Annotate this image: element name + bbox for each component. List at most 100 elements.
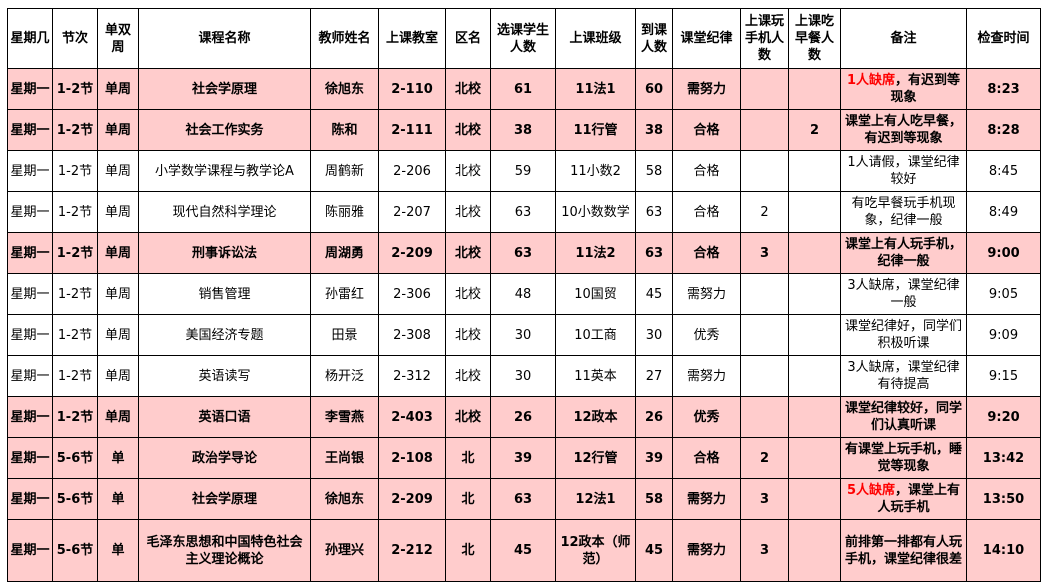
cell-present: 58: [635, 478, 673, 520]
cell-class: 10工商: [555, 314, 636, 356]
cell-enrolled: 61: [490, 68, 556, 110]
cell-breakfast: [788, 396, 841, 438]
cell-enrolled: 59: [490, 150, 556, 192]
cell-room: 2-212: [378, 519, 446, 582]
cell-class: 11行管: [555, 109, 636, 151]
cell-course: 小学数学课程与教学论A: [138, 150, 311, 192]
cell-teacher: 周鹤新: [310, 150, 379, 192]
cell-present: 63: [635, 232, 673, 274]
cell-day: 星期一: [7, 191, 53, 233]
cell-time: 13:50: [966, 478, 1041, 520]
table-row: 星期一 1-2节 单周 现代自然科学理论 陈丽雅 2-207 北校 63 10小数数学 63 合格 2…: [7, 191, 1041, 233]
table-row: 星期一 1-2节 单周 小学数学课程与教学论A 周鹤新 2-206 北校 59 11小数2 58 合…: [7, 150, 1041, 192]
cell-present: 58: [635, 150, 673, 192]
cell-period: 1-2节: [52, 109, 98, 151]
remark-text: 3人缺席，课堂纪律一般: [847, 278, 960, 310]
cell-course: 现代自然科学理论: [138, 191, 311, 233]
header-time: 检查时间: [966, 8, 1041, 69]
cell-discipline: 需努力: [672, 519, 741, 582]
remark-text: 1人请假，课堂纪律较好: [847, 155, 960, 187]
cell-phone: 2: [740, 437, 789, 479]
cell-class: 12法1: [555, 478, 636, 520]
cell-present: 45: [635, 273, 673, 315]
table-row: 星期一 1-2节 单周 英语读写 杨开泛 2-312 北校 30 11英本 27 需努力 3人缺席，课…: [7, 355, 1041, 397]
cell-week: 单周: [97, 355, 139, 397]
cell-present: 45: [635, 519, 673, 582]
cell-discipline: 优秀: [672, 314, 741, 356]
cell-time: 9:20: [966, 396, 1041, 438]
cell-remark: 课堂上有人吃早餐，有迟到等现象: [840, 109, 967, 151]
cell-enrolled: 45: [490, 519, 556, 582]
cell-phone: [740, 355, 789, 397]
cell-period: 1-2节: [52, 273, 98, 315]
cell-period: 1-2节: [52, 232, 98, 274]
cell-time: 8:49: [966, 191, 1041, 233]
remark-text: ，课堂上有人玩手机: [877, 483, 961, 515]
cell-class: 10国贸: [555, 273, 636, 315]
remark-text: 3人缺席，课堂纪律有待提高: [847, 360, 960, 392]
cell-breakfast: [788, 68, 841, 110]
cell-phone: [740, 68, 789, 110]
cell-teacher: 周湖勇: [310, 232, 379, 274]
header-week: 单双周: [97, 8, 139, 69]
cell-class: 11英本: [555, 355, 636, 397]
cell-remark: 1人缺席，有迟到等现象: [840, 68, 967, 110]
header-class: 上课班级: [555, 8, 636, 69]
cell-discipline: 优秀: [672, 396, 741, 438]
cell-time: 14:10: [966, 519, 1041, 582]
cell-day: 星期一: [7, 437, 53, 479]
cell-present: 38: [635, 109, 673, 151]
cell-remark: 有吃早餐玩手机现象，纪律一般: [840, 191, 967, 233]
table-row: 星期一 1-2节 单周 社会学原理 徐旭东 2-110 北校 61 11法1 60 需努力 1人缺席，…: [7, 68, 1041, 110]
cell-remark: 有课堂上玩手机，睡觉等现象: [840, 437, 967, 479]
cell-campus: 北: [445, 478, 491, 520]
header-phone: 上课玩手机人数: [740, 8, 789, 69]
cell-breakfast: [788, 150, 841, 192]
cell-week: 单: [97, 437, 139, 479]
cell-discipline: 需努力: [672, 273, 741, 315]
cell-room: 2-207: [378, 191, 446, 233]
cell-enrolled: 63: [490, 232, 556, 274]
cell-remark: 1人请假，课堂纪律较好: [840, 150, 967, 192]
cell-class: 10小数数学: [555, 191, 636, 233]
cell-remark: 课堂上有人玩手机，纪律一般: [840, 232, 967, 274]
cell-remark: 课堂纪律好，同学们积极听课: [840, 314, 967, 356]
cell-course: 毛泽东思想和中国特色社会主义理论概论: [138, 519, 311, 582]
cell-phone: 2: [740, 191, 789, 233]
cell-week: 单周: [97, 232, 139, 274]
cell-enrolled: 48: [490, 273, 556, 315]
cell-discipline: 合格: [672, 109, 741, 151]
cell-time: 9:05: [966, 273, 1041, 315]
header-day: 星期几: [7, 8, 53, 69]
cell-campus: 北校: [445, 355, 491, 397]
cell-remark: 3人缺席，课堂纪律一般: [840, 273, 967, 315]
cell-campus: 北: [445, 519, 491, 582]
cell-teacher: 徐旭东: [310, 68, 379, 110]
cell-course: 美国经济专题: [138, 314, 311, 356]
cell-class: 11法1: [555, 68, 636, 110]
cell-room: 2-108: [378, 437, 446, 479]
remark-text: 有吃早餐玩手机现象，纪律一般: [851, 196, 956, 228]
cell-remark: 课堂纪律较好，同学们认真听课: [840, 396, 967, 438]
cell-breakfast: [788, 314, 841, 356]
cell-class: 12行管: [555, 437, 636, 479]
cell-campus: 北校: [445, 109, 491, 151]
cell-present: 27: [635, 355, 673, 397]
cell-discipline: 合格: [672, 232, 741, 274]
table-row: 星期一 1-2节 单周 销售管理 孙雷红 2-306 北校 48 10国贸 45 需努力 3人缺席，课…: [7, 273, 1041, 315]
cell-campus: 北校: [445, 232, 491, 274]
cell-period: 1-2节: [52, 68, 98, 110]
cell-teacher: 陈和: [310, 109, 379, 151]
cell-period: 1-2节: [52, 396, 98, 438]
header-remark: 备注: [840, 8, 967, 69]
cell-week: 单: [97, 478, 139, 520]
cell-course: 英语读写: [138, 355, 311, 397]
cell-discipline: 需努力: [672, 355, 741, 397]
cell-phone: [740, 273, 789, 315]
cell-breakfast: [788, 232, 841, 274]
cell-class: 11小数2: [555, 150, 636, 192]
cell-breakfast: [788, 437, 841, 479]
cell-remark: 5人缺席，课堂上有人玩手机: [840, 478, 967, 520]
cell-breakfast: [788, 191, 841, 233]
cell-present: 30: [635, 314, 673, 356]
